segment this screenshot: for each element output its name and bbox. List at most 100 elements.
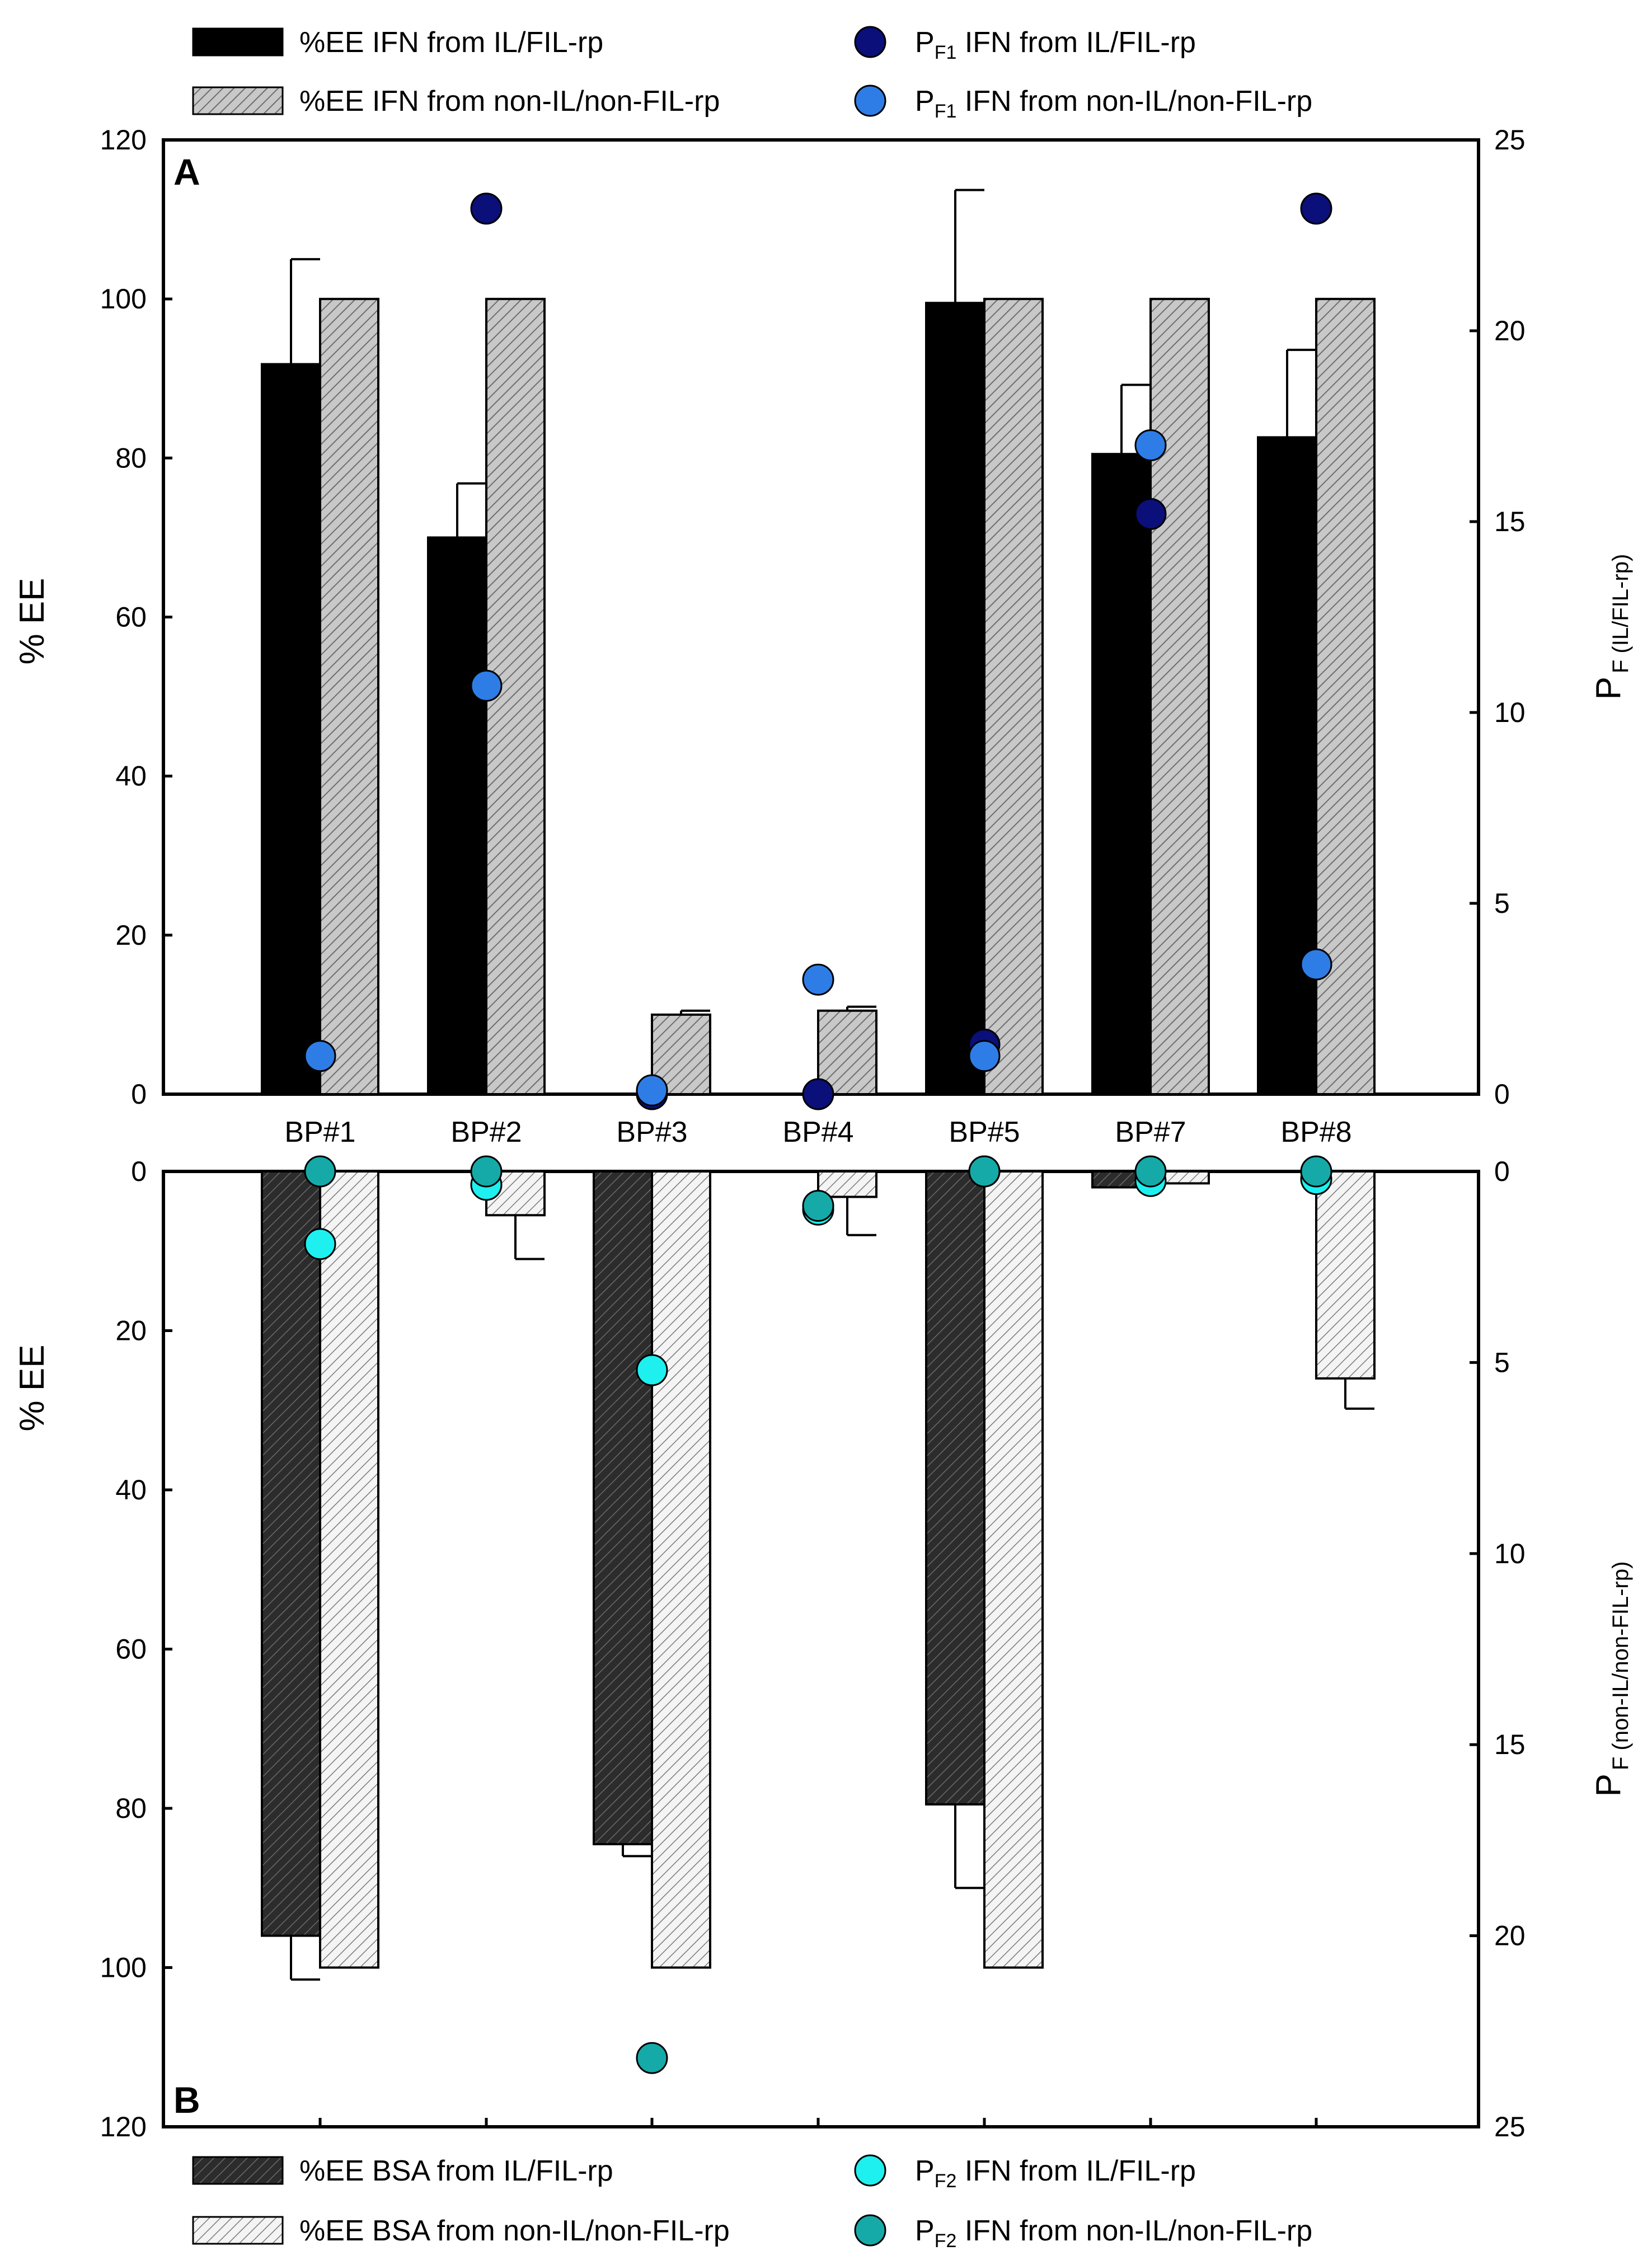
legend-label: %EE BSA from IL/FIL-rp xyxy=(299,2155,613,2187)
legend-label-sub: F1 xyxy=(935,42,957,63)
data-point xyxy=(968,1155,1001,1188)
y2-axis-label-sub: F (IL/FIL-rp) xyxy=(1608,554,1633,673)
bar xyxy=(319,1170,379,1969)
category-label: BP#1 xyxy=(284,1116,355,1148)
data-point xyxy=(304,1155,336,1188)
data-point xyxy=(1300,1155,1332,1188)
bar xyxy=(319,298,379,1096)
data-point xyxy=(1134,498,1167,530)
bar xyxy=(1149,298,1210,1096)
data-point xyxy=(636,1074,668,1106)
y2-tick-label: 20 xyxy=(1494,315,1526,346)
category-label: BP#8 xyxy=(1280,1116,1351,1148)
bar xyxy=(651,1170,711,1969)
legend-label: %EE IFN from non-IL/non-FIL-rp xyxy=(299,85,720,118)
y-tick-label: 60 xyxy=(115,1634,147,1665)
panel-a-chart: 0 20 40 60 80 100 120 0 5 10 15 20 25 % EE P F (IL/FIL-… xyxy=(13,26,1633,1148)
data-point xyxy=(636,1354,668,1386)
y2-axis-label: P F (non-IL/non-FIL-rp) xyxy=(1589,1562,1633,1797)
y-tick-label: 80 xyxy=(115,442,147,473)
legend-marker xyxy=(854,2154,886,2187)
category-label: BP#5 xyxy=(949,1116,1020,1148)
data-point xyxy=(802,1078,834,1110)
bar xyxy=(1315,1170,1376,1380)
category-label: BP#3 xyxy=(616,1116,687,1148)
y2-tick-label: 25 xyxy=(1494,2111,1526,2142)
category-label: BP#2 xyxy=(450,1116,522,1148)
y-axis-label: % EE xyxy=(13,1344,51,1431)
data-point xyxy=(802,963,834,996)
category-label: BP#7 xyxy=(1115,1116,1186,1148)
bar xyxy=(983,298,1044,1096)
y2-axis-label-main: P xyxy=(1589,677,1628,700)
y2-tick-label: 15 xyxy=(1494,1729,1526,1760)
y2-axis-label-sub: F (non-IL/non-FIL-rp) xyxy=(1608,1562,1633,1770)
y-tick-label: 40 xyxy=(115,761,147,792)
legend-label: %EE BSA from non-IL/non-FIL-rp xyxy=(299,2215,730,2247)
y2-tick-label: 10 xyxy=(1494,697,1526,728)
y-tick-label: 20 xyxy=(115,920,147,951)
legend-label: PF1 IFN from IL/FIL-rp xyxy=(915,26,1196,63)
y2-tick-label: 20 xyxy=(1494,1920,1526,1952)
legend-label-sub: F1 xyxy=(935,101,957,122)
legend-label-post: IFN from IL/FIL-rp xyxy=(956,2155,1196,2187)
y-tick-label: 100 xyxy=(100,283,147,315)
y2-tick-label: 0 xyxy=(1494,1079,1510,1110)
legend-marker xyxy=(854,85,886,117)
bar xyxy=(593,1170,653,1846)
y-tick-label: 0 xyxy=(131,1079,147,1110)
data-point xyxy=(470,193,503,225)
legend-label-sub: F2 xyxy=(935,2230,957,2252)
legend-label-post: IFN from IL/FIL-rp xyxy=(956,26,1196,59)
data-point xyxy=(1300,193,1332,225)
legend-label-pre: P xyxy=(915,26,935,59)
bar xyxy=(427,536,487,1095)
legend-label: PF2 IFN from non-IL/non-FIL-rp xyxy=(915,2215,1312,2252)
y2-axis-label-main: P xyxy=(1589,1774,1628,1797)
panel-label: B xyxy=(173,2079,200,2121)
legend-marker xyxy=(854,26,886,58)
legend-label-post: IFN from non-IL/non-FIL-rp xyxy=(956,2215,1312,2247)
y-tick-label: 120 xyxy=(100,2111,147,2142)
y-tick-label: 60 xyxy=(115,602,147,633)
data-point xyxy=(636,2042,668,2074)
bar xyxy=(1091,453,1152,1096)
category-label: BP#4 xyxy=(782,1116,853,1148)
y-tick-label: 40 xyxy=(115,1474,147,1506)
legend-label-post: IFN from non-IL/non-FIL-rp xyxy=(956,85,1312,118)
data-point xyxy=(1300,948,1332,981)
y-tick-label: 120 xyxy=(100,124,147,156)
bar xyxy=(1257,436,1317,1095)
bar xyxy=(925,1170,985,1806)
legend-swatch xyxy=(192,2156,284,2185)
legend-label-sub: F2 xyxy=(935,2170,957,2192)
y-tick-label: 80 xyxy=(115,1793,147,1824)
data-point xyxy=(1134,1155,1167,1188)
legend-label-pre: P xyxy=(915,85,935,118)
panel-b-chart: 0 20 40 60 80 100 120 0 5 10 15 20 25 % EE P F (non-IL/… xyxy=(13,1155,1633,2252)
legend-swatch xyxy=(192,2216,284,2245)
y-tick-label: 100 xyxy=(100,1952,147,1984)
bar xyxy=(817,1170,877,1198)
legend-swatch xyxy=(192,86,284,115)
data-point xyxy=(802,1189,834,1222)
y2-tick-label: 0 xyxy=(1494,1156,1510,1187)
bar xyxy=(925,302,985,1095)
bar xyxy=(261,1170,321,1937)
y2-tick-label: 10 xyxy=(1494,1538,1526,1569)
data-point xyxy=(304,1040,336,1072)
data-point xyxy=(470,669,503,702)
y-axis-label: % EE xyxy=(13,578,51,664)
bar xyxy=(261,363,321,1095)
y-tick-label: 20 xyxy=(115,1315,147,1347)
panel-label: A xyxy=(173,151,200,193)
legend-label: PF1 IFN from non-IL/non-FIL-rp xyxy=(915,85,1312,122)
legend-swatch xyxy=(192,27,284,57)
data-point xyxy=(968,1040,1001,1072)
data-point xyxy=(304,1228,336,1260)
legend-label: PF2 IFN from IL/FIL-rp xyxy=(915,2155,1196,2192)
legend-label-pre: P xyxy=(915,2155,935,2187)
y2-tick-label: 25 xyxy=(1494,124,1526,156)
data-point xyxy=(1134,429,1167,462)
